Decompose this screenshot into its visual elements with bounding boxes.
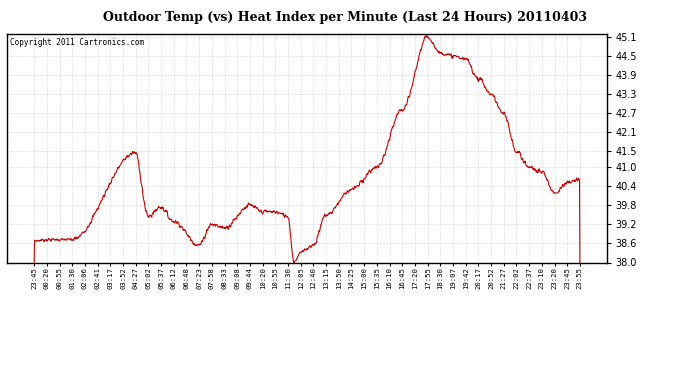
Text: Outdoor Temp (vs) Heat Index per Minute (Last 24 Hours) 20110403: Outdoor Temp (vs) Heat Index per Minute … xyxy=(103,11,587,24)
Text: Copyright 2011 Cartronics.com: Copyright 2011 Cartronics.com xyxy=(10,38,144,47)
